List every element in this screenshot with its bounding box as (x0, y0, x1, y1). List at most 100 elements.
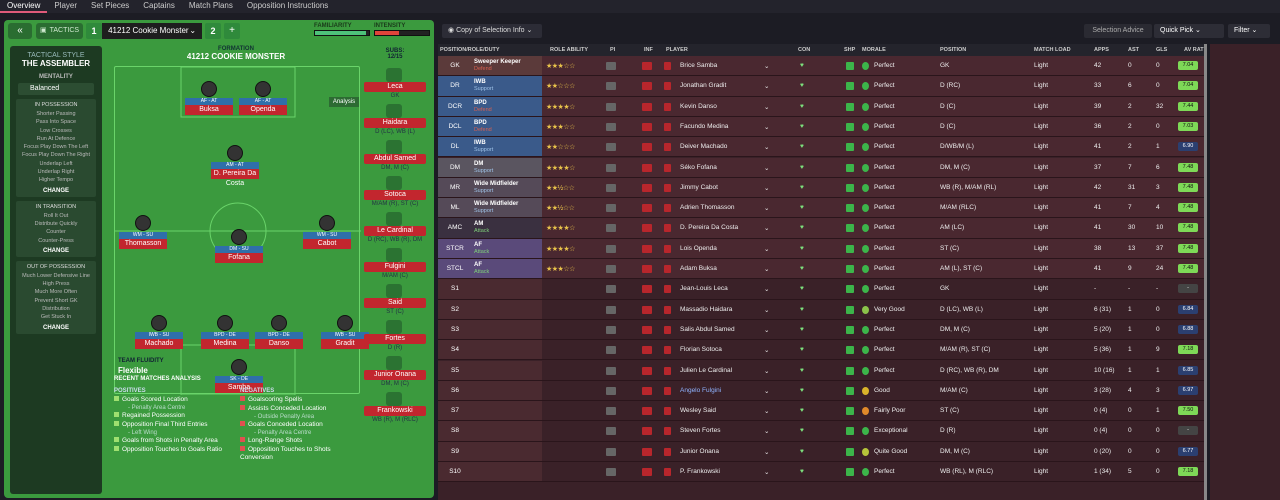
change-button[interactable]: CHANGE (42, 247, 69, 254)
inf-icon[interactable] (642, 447, 652, 456)
player-card[interactable]: AM - AT D. Pereira Da Costa (211, 145, 259, 187)
add-tactic-button[interactable]: + (224, 23, 241, 39)
player-card[interactable]: SK - DE Samba (215, 359, 263, 393)
player-name[interactable]: P. Frankowski (680, 468, 720, 475)
player-name[interactable]: D. Pereira Da Costa (680, 224, 739, 232)
table-row[interactable]: MR Wide Midfielder Support ★★½☆☆ Jimmy Cabot… (438, 177, 1206, 199)
sub-player-card[interactable]: Abdul Samed DM, M (C) (364, 140, 430, 176)
player-name[interactable]: Junior Onana (680, 447, 720, 455)
chevron-down-icon[interactable]: ⌄ (764, 103, 770, 111)
collapse-button[interactable]: « (8, 23, 32, 39)
pi-icon[interactable] (606, 325, 616, 334)
table-row[interactable]: S3 Salis Abdul Samed ⌄ ♥ Perfect DM, M (C) Lig… (438, 319, 1206, 341)
pi-icon[interactable] (606, 183, 616, 192)
sub-player-card[interactable]: Frankowski WB (R), M (RLC) (364, 392, 430, 428)
copy-selection-button[interactable]: ◉ Copy of Selection Info ⌄ (442, 24, 542, 38)
tactic-select[interactable]: 41212 Cookie Monster ⌄ (102, 23, 203, 39)
nav-tab-match-plans[interactable]: Match Plans (188, 1, 233, 10)
tactics-button[interactable]: ▣ TACTICS (36, 23, 84, 39)
col-header-inf[interactable]: INF (644, 47, 653, 53)
sub-player-card[interactable]: Junior Onana DM, M (C) (364, 356, 430, 392)
row-role[interactable]: DM Support (472, 157, 542, 177)
col-header-position[interactable]: POSITION (940, 47, 967, 53)
row-role[interactable] (472, 401, 542, 421)
player-name[interactable]: Deiver Machado (680, 143, 728, 151)
table-row[interactable]: S7 Wesley Said ⌄ ♥ Fairly Poor ST (C) Light 0 (… (438, 401, 1206, 422)
col-header-player[interactable]: PLAYER (666, 47, 688, 53)
pi-icon[interactable] (606, 447, 616, 456)
table-row[interactable]: STCL AF Attack ★★★☆☆ Adam Buksa ⌄ ♥ Perfect AM (… (438, 259, 1206, 280)
player-name[interactable]: Jean-Louis Leca (680, 285, 728, 293)
table-row[interactable]: S4 Florian Sotoca ⌄ ♥ Perfect M/AM (R), ST (C… (438, 340, 1206, 361)
inf-icon[interactable] (642, 82, 652, 91)
player-name[interactable]: Steven Fortes (680, 427, 721, 435)
tactical-style-name[interactable]: THE ASSEMBLER (21, 59, 91, 68)
chevron-down-icon[interactable]: ⌄ (764, 469, 770, 476)
chevron-down-icon[interactable]: ⌄ (764, 306, 770, 314)
positive-item[interactable]: Goals Scored Location (114, 396, 232, 404)
table-scrollbar[interactable] (1204, 44, 1207, 500)
player-name[interactable]: Angelo Fulgini (680, 386, 722, 394)
pi-icon[interactable] (606, 82, 616, 91)
negative-item[interactable]: Assists Conceded Location (240, 405, 358, 413)
pi-icon[interactable] (606, 386, 616, 395)
player-card[interactable]: WM - SU Cabot (303, 215, 351, 249)
chevron-down-icon[interactable]: ⌄ (764, 347, 770, 355)
table-row[interactable]: S9 Junior Onana ⌄ ♥ Quite Good DM, M (C) Light… (438, 441, 1206, 462)
row-role[interactable]: BPD Defend (472, 116, 542, 137)
pi-icon[interactable] (606, 468, 616, 476)
row-role[interactable] (472, 279, 542, 299)
row-role[interactable]: IWB Support (472, 76, 542, 96)
col-header-pi[interactable]: PI (610, 47, 616, 53)
filter-button[interactable]: Filter ⌄ (1228, 24, 1270, 38)
intensity-meter[interactable]: INTENSITY (374, 23, 430, 36)
pi-icon[interactable] (606, 285, 616, 294)
familiarity-meter[interactable]: FAMILIARITY (314, 23, 370, 36)
positive-item[interactable]: Regained Possession (114, 412, 232, 420)
row-role[interactable]: Wide Midfielder Support (472, 198, 542, 218)
chevron-down-icon[interactable]: ⌄ (764, 387, 770, 395)
formation-select[interactable]: 41212 COOKIE MONSTER (186, 52, 286, 61)
pi-icon[interactable] (606, 102, 616, 111)
col-header-role-ability[interactable]: ROLE ABILITY (550, 47, 588, 53)
row-role[interactable] (472, 462, 542, 482)
pi-icon[interactable] (606, 62, 616, 70)
positive-item[interactable]: Goals from Shots in Penalty Area (114, 437, 232, 445)
chevron-down-icon[interactable]: ⌄ (764, 367, 770, 375)
table-row[interactable]: S1 Jean-Louis Leca ⌄ ♥ Perfect GK Light - - - - (438, 279, 1206, 300)
chevron-down-icon[interactable]: ⌄ (764, 326, 770, 334)
table-row[interactable]: DCL BPD Defend ★★★☆☆ Facundo Medina ⌄ ♥ Perfect… (438, 116, 1206, 138)
table-row[interactable]: DL IWB Support ★★☆☆☆ Deiver Machado ⌄ ♥ Perfect… (438, 137, 1206, 158)
player-card[interactable]: IWB - SU Gradit (321, 315, 369, 349)
table-row[interactable]: S10 P. Frankowski ⌄ ♥ Perfect WB (RL), M (RLC… (438, 462, 1206, 483)
inf-icon[interactable] (642, 468, 652, 476)
sub-player-card[interactable]: Said ST (C) (364, 284, 430, 320)
player-name[interactable]: Facundo Medina (680, 122, 729, 130)
chevron-down-icon[interactable]: ⌄ (764, 184, 770, 192)
inf-icon[interactable] (642, 244, 652, 253)
player-name[interactable]: Adam Buksa (680, 265, 717, 272)
row-role[interactable]: BPD Defend (472, 96, 542, 116)
nav-tab-captains[interactable]: Captains (143, 1, 175, 10)
player-card[interactable]: IWB - SU Machado (135, 315, 183, 349)
nav-tab-opposition-instructions[interactable]: Opposition Instructions (246, 1, 329, 10)
row-role[interactable]: Sweeper Keeper Defend (472, 56, 542, 76)
tactic-2-slot[interactable]: 2 (205, 23, 222, 39)
positive-item[interactable]: Opposition Final Third Entries (114, 421, 232, 429)
pi-icon[interactable] (606, 244, 616, 253)
row-role[interactable] (472, 421, 542, 441)
analysis-button[interactable]: Analysis (329, 97, 359, 107)
player-name[interactable]: Jonathan Gradit (680, 82, 727, 90)
row-role[interactable] (472, 299, 542, 319)
inf-icon[interactable] (642, 163, 652, 172)
chevron-down-icon[interactable]: ⌄ (764, 164, 770, 172)
player-card[interactable]: AF - AT Buksa (185, 81, 233, 115)
chevron-down-icon[interactable]: ⌄ (764, 63, 770, 70)
inf-icon[interactable] (642, 386, 652, 395)
pi-icon[interactable] (606, 224, 616, 233)
pi-icon[interactable] (606, 204, 616, 213)
player-card[interactable]: WM - SU Thomasson (119, 215, 167, 249)
player-card[interactable]: AF - AT Openda (239, 81, 287, 115)
sub-player-card[interactable]: Fulgini M/AM (C) (364, 248, 430, 284)
table-row[interactable]: STCR AF Attack ★★★★☆ Lois Openda ⌄ ♥ Perfect ST … (438, 238, 1206, 259)
